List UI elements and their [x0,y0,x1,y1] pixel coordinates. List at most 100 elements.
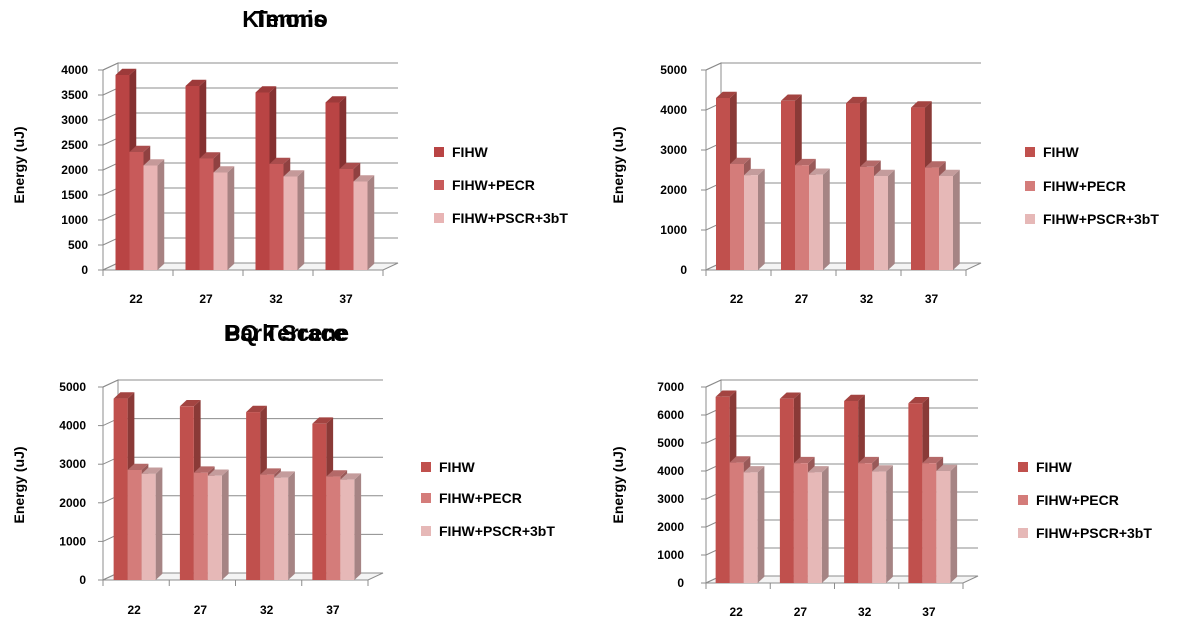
chart-panel-kimono: 0 1000 2000 3000 4000 5000 22 27 32 37 Kimono Energ… [242,0,1192,310]
bar-fihw-pscr-3bt-37 [939,169,960,270]
legend-label: FIHW+PECR [452,177,535,193]
y-tick-label: 4000 [59,419,86,433]
y-tick-label: 4000 [61,63,88,77]
legend-swatch [421,493,431,503]
y-tick-label: 500 [68,238,88,252]
chart-panel-bq-terrace: 0 1000 2000 3000 4000 5000 6000 7000 22 27 32 37 BQ … [224,310,1192,621]
legend-swatch [421,462,431,472]
bar-fihw-pscr-3bt-27 [207,469,229,580]
bar-fihw-pscr-3bt-22 [743,466,765,583]
x-tick-label: 37 [925,292,939,306]
y-tick-label: 1000 [657,548,684,562]
y-tick-label: 2000 [61,163,88,177]
bar-fihw-pscr-3bt-27 [807,466,829,583]
legend-label: FIHW [1043,144,1080,160]
chart-svg: 0 1000 2000 3000 4000 5000 22 27 32 37 Kimono Energ… [242,6,1159,306]
gridline [102,379,383,388]
x-tick-label: 22 [729,605,743,619]
y-tick-label: 3000 [61,113,88,127]
x-tick-label: 22 [129,292,143,306]
gridline [705,62,981,71]
chart-title: Tennis [254,6,326,32]
bar-fihw-pscr-3bt-37 [936,464,958,583]
y-tick-label: 2000 [59,496,86,510]
chart-svg: 0 1000 2000 3000 4000 5000 6000 7000 22 27 32 37 BQ … [224,320,1153,619]
bar-fihw-pscr-3bt-32 [283,170,305,270]
y-tick-label: 2500 [61,138,88,152]
x-tick-label: 27 [194,603,208,617]
chart-title: BQ Terrace [224,320,346,346]
y-tick-label: 1000 [660,223,687,237]
gridline [705,102,981,111]
gridline [102,87,398,96]
x-tick-label: 22 [730,292,744,306]
gridline [102,112,398,121]
y-axis-label: Energy (uJ) [11,446,27,523]
x-tick-label: 37 [922,605,936,619]
chart-svg: 0 500 1000 1500 2000 2500 3000 3500 4000 22 27 32 37… [11,6,568,306]
x-tick-label: 32 [260,603,274,617]
x-tick-label: 27 [794,605,808,619]
legend-swatch [1018,462,1028,472]
legend-label: FIHW [452,144,489,160]
y-axis-label: Energy (uJ) [610,446,626,523]
legend-swatch [1025,181,1035,191]
bar-fihw-pscr-3bt-27 [213,166,235,270]
x-tick-label: 22 [127,603,141,617]
bar-fihw-pscr-3bt-32 [874,169,895,270]
y-tick-label: 7000 [657,380,684,394]
y-tick-label: 5000 [660,63,687,77]
y-tick-label: 0 [677,576,684,590]
legend-swatch [1018,528,1028,538]
y-tick-label: 2000 [657,520,684,534]
y-tick-label: 2000 [660,183,687,197]
bar-fihw-pscr-3bt-22 [744,168,765,270]
bar-fihw-pscr-3bt-32 [872,465,893,583]
y-tick-label: 1000 [61,213,88,227]
legend-label: FIHW [439,459,476,475]
bar-fihw-pscr-3bt-22 [143,159,165,270]
y-tick-label: 1500 [61,188,88,202]
legend-label: FIHW+PSCR+3bT [1043,211,1159,227]
x-tick-label: 37 [326,603,340,617]
bar-fihw-pscr-3bt-22 [141,467,163,580]
y-tick-label: 3000 [657,492,684,506]
y-tick-label: 6000 [657,408,684,422]
x-tick-label: 32 [860,292,874,306]
bar-fihw-32 [846,96,867,271]
x-tick-label: 32 [269,292,283,306]
legend-swatch [1025,147,1035,157]
chart-svg: 0 1000 2000 3000 4000 5000 22 27 32 37 Park Scene E… [11,320,555,617]
gridline [102,456,383,465]
y-tick-label: 5000 [59,380,86,394]
bar-fihw-pscr-3bt-27 [809,168,830,270]
chart-title: Kimono [242,6,328,32]
y-tick-label: 3000 [660,143,687,157]
legend-swatch [421,526,431,536]
y-tick-label: 0 [680,263,687,277]
chart-panel-tennis: 0 500 1000 1500 2000 2500 3000 3500 4000 22 27 32 37… [0,0,596,310]
chart-title: Park Scene [225,320,349,346]
bar-fihw-pscr-3bt-37 [340,473,362,580]
gridline [102,418,383,427]
legend-label: FIHW+PECR [439,490,522,506]
legend-label: FIHW+PSCR+3bT [439,523,555,539]
bar-fihw-pscr-3bt-32 [274,471,295,580]
chart-panel-park-scene: 0 1000 2000 3000 4000 5000 22 27 32 37 Park Scene E… [0,310,596,621]
y-tick-label: 4000 [657,464,684,478]
legend-label: FIHW+PSCR+3bT [452,210,568,226]
x-tick-label: 32 [858,605,872,619]
gridline [705,379,978,388]
bar-fihw-pscr-3bt-37 [353,175,375,270]
gridline [102,137,398,146]
legend-label: FIHW+PSCR+3bT [1036,525,1152,541]
legend-swatch [434,213,444,223]
legend-label: FIHW+PECR [1036,492,1119,508]
y-tick-label: 4000 [660,103,687,117]
legend-swatch [434,180,444,190]
y-axis-label: Energy (uJ) [610,126,626,203]
gridline [102,62,398,71]
y-tick-label: 5000 [657,436,684,450]
y-tick-label: 1000 [59,534,86,548]
